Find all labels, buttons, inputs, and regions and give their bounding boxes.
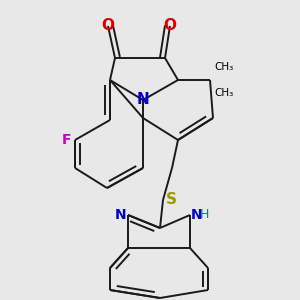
Text: N: N (191, 208, 202, 222)
Text: H: H (200, 208, 209, 221)
Text: CH₃: CH₃ (214, 88, 233, 98)
Text: N: N (114, 208, 126, 222)
Text: S: S (166, 193, 177, 208)
Text: F: F (61, 133, 71, 147)
Text: O: O (101, 19, 115, 34)
Text: N: N (136, 92, 149, 107)
Text: O: O (164, 19, 176, 34)
Text: CH₃: CH₃ (214, 62, 233, 72)
